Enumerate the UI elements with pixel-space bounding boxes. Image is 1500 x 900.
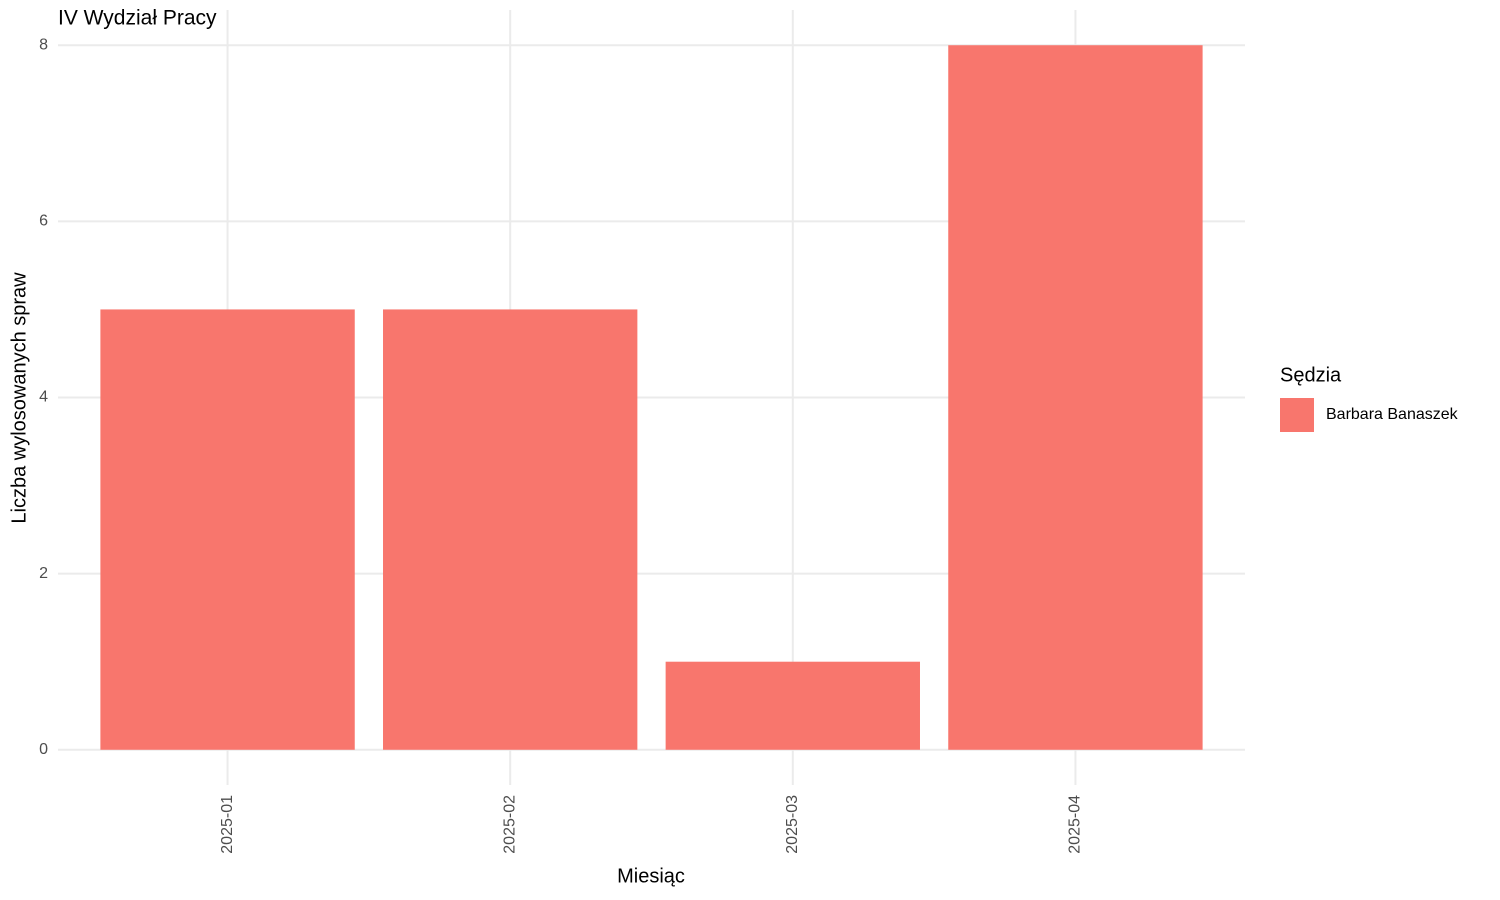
legend-title: Sędzia [1280, 364, 1342, 386]
x-tick-label: 2025-02 [501, 795, 518, 854]
x-tick-label: 2025-04 [1067, 795, 1084, 854]
bar [948, 45, 1203, 750]
x-tick-label: 2025-01 [219, 795, 236, 854]
bar [100, 309, 355, 750]
y-tick-label: 8 [39, 36, 48, 53]
legend-swatch [1280, 398, 1314, 432]
x-axis-label: Miesiąc [617, 865, 685, 887]
bar [383, 309, 638, 750]
y-tick-label: 6 [39, 213, 48, 230]
y-axis-label: Liczba wylosowanych spraw [8, 272, 30, 524]
y-tick-label: 2 [39, 565, 48, 582]
x-tick-label: 2025-03 [784, 795, 801, 854]
y-tick-label: 0 [39, 741, 48, 758]
chart-title: IV Wydział Pracy [58, 7, 217, 30]
y-tick-label: 4 [39, 389, 48, 406]
legend-label: Barbara Banaszek [1326, 406, 1459, 423]
bar [665, 661, 920, 750]
